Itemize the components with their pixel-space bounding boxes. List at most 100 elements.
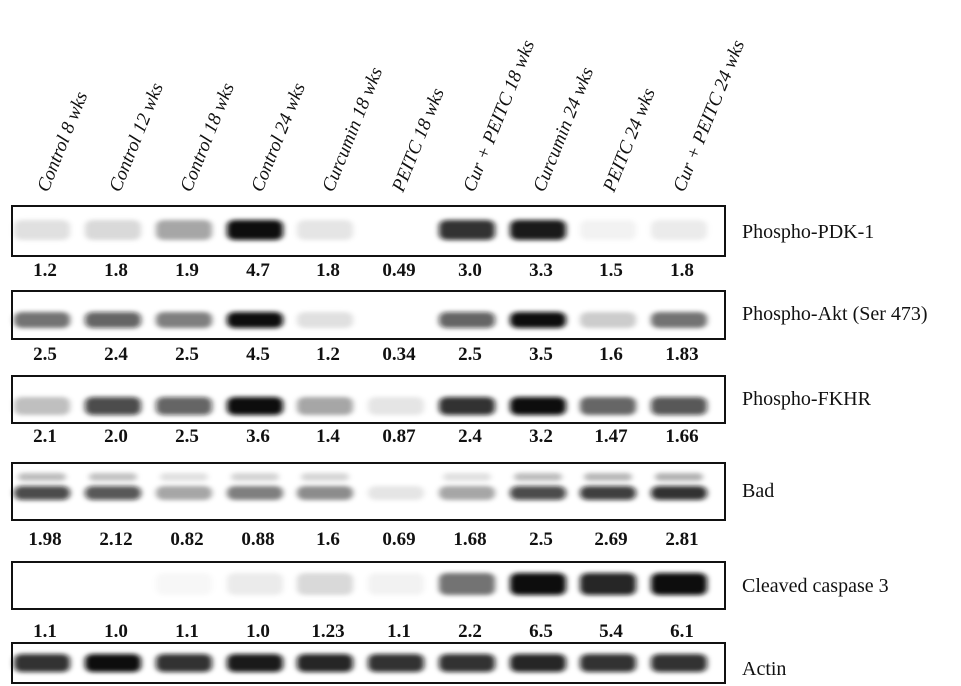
quant-value: 4.5: [246, 344, 270, 365]
band-upper: [231, 473, 279, 481]
quant-value: 6.1: [670, 621, 694, 642]
band: [227, 220, 283, 240]
band: [85, 654, 141, 672]
quant-value: 2.2: [458, 621, 482, 642]
quant-value: 0.49: [382, 260, 415, 281]
protein-label: Phospho-FKHR: [742, 388, 872, 410]
band: [580, 312, 636, 328]
quant-value: 1.98: [28, 529, 61, 550]
band: [368, 654, 424, 672]
lane-label: Control 12 wks: [105, 80, 168, 195]
band: [651, 397, 707, 415]
quant-value: 1.1: [387, 621, 411, 642]
quant-value: 2.5: [175, 344, 199, 365]
quant-value: 1.68: [453, 529, 486, 550]
quant-value: 2.81: [665, 529, 698, 550]
lane-label: PEITC 24 wks: [599, 85, 660, 196]
lane-label: PEITC 18 wks: [388, 85, 449, 196]
band: [368, 397, 424, 415]
band: [227, 654, 283, 672]
protein-label: Phospho-Akt (Ser 473): [742, 303, 928, 325]
band: [651, 486, 707, 500]
band-upper: [443, 473, 491, 481]
quant-value: 0.82: [170, 529, 203, 550]
band: [580, 573, 636, 595]
lane-label: Cur + PEITC 18 wks: [459, 37, 539, 195]
lane-label: Curcumin 24 wks: [529, 64, 598, 195]
quant-value: 1.8: [316, 260, 340, 281]
quant-value: 2.0: [104, 426, 128, 447]
quant-value: 1.2: [316, 344, 340, 365]
band-upper: [655, 473, 703, 481]
quant-value: 1.6: [599, 344, 623, 365]
quant-value: 3.3: [529, 260, 553, 281]
quant-value: 1.47: [594, 426, 628, 447]
protein-label: Phospho-PDK-1: [742, 221, 874, 243]
band: [368, 573, 424, 595]
band: [14, 397, 70, 415]
band-upper: [18, 473, 66, 481]
quant-value: 2.5: [458, 344, 482, 365]
band: [510, 654, 566, 672]
quant-value: 1.0: [104, 621, 128, 642]
band: [651, 573, 707, 595]
quant-value: 0.88: [241, 529, 274, 550]
band: [651, 220, 707, 240]
quant-value: 3.5: [529, 344, 553, 365]
quant-value: 1.66: [665, 426, 698, 447]
quant-value: 5.4: [599, 621, 623, 642]
protein-label: Bad: [742, 480, 774, 502]
band: [439, 486, 495, 500]
quant-value: 3.0: [458, 260, 482, 281]
quant-value: 0.69: [382, 529, 415, 550]
band: [297, 312, 353, 328]
quant-value: 1.8: [670, 260, 694, 281]
band: [227, 312, 283, 328]
blot-panel: Phospho-FKHR 2.1 2.0 2.5 3.6 1.4 0.87 2.4 3.2 1.4…: [11, 375, 872, 447]
quant-value: 2.1: [33, 426, 57, 447]
quant-value: 1.4: [316, 426, 340, 447]
quant-value: 1.1: [175, 621, 199, 642]
band: [580, 654, 636, 672]
quant-value: 2.5: [529, 529, 553, 550]
blot-panel: Phospho-Akt (Ser 473) 2.5 2.4 2.5 4.5 1.2 0.34…: [11, 290, 928, 365]
band: [14, 220, 70, 240]
quant-value: 2.4: [104, 344, 128, 365]
band-upper: [301, 473, 349, 481]
band: [227, 486, 283, 500]
quant-value: 1.83: [665, 344, 698, 365]
quant-value: 6.5: [529, 621, 553, 642]
quant-value: 1.0: [246, 621, 270, 642]
quant-value: 2.12: [99, 529, 132, 550]
band: [439, 220, 495, 240]
band: [85, 312, 141, 328]
band: [85, 220, 141, 240]
band: [14, 486, 70, 500]
band: [439, 312, 495, 328]
blot-panel: Bad 1.98 2.12 0.82 0.88 1.6 0.69 1.68 2.5 2.69 2.8…: [11, 462, 774, 550]
band: [439, 397, 495, 415]
band: [510, 220, 566, 240]
band: [156, 654, 212, 672]
quant-value: 2.4: [458, 426, 482, 447]
band-upper: [160, 473, 208, 481]
band: [297, 397, 353, 415]
quant-value: 2.5: [175, 426, 199, 447]
blot-panel: Cleaved caspase 3 1.1 1.0 1.1 1.0 1.23 1.1 2.2 6…: [11, 561, 889, 642]
protein-label: Actin: [742, 658, 786, 680]
quant-value: 1.6: [316, 529, 340, 550]
band: [156, 486, 212, 500]
band: [510, 397, 566, 415]
band: [156, 397, 212, 415]
band: [510, 573, 566, 595]
quant-value: 1.8: [104, 260, 128, 281]
band: [297, 573, 353, 595]
quant-value: 1.9: [175, 260, 199, 281]
band: [156, 220, 212, 240]
band: [297, 486, 353, 500]
band: [227, 573, 283, 595]
quant-value: 4.7: [246, 260, 270, 281]
band: [580, 486, 636, 500]
band: [510, 486, 566, 500]
